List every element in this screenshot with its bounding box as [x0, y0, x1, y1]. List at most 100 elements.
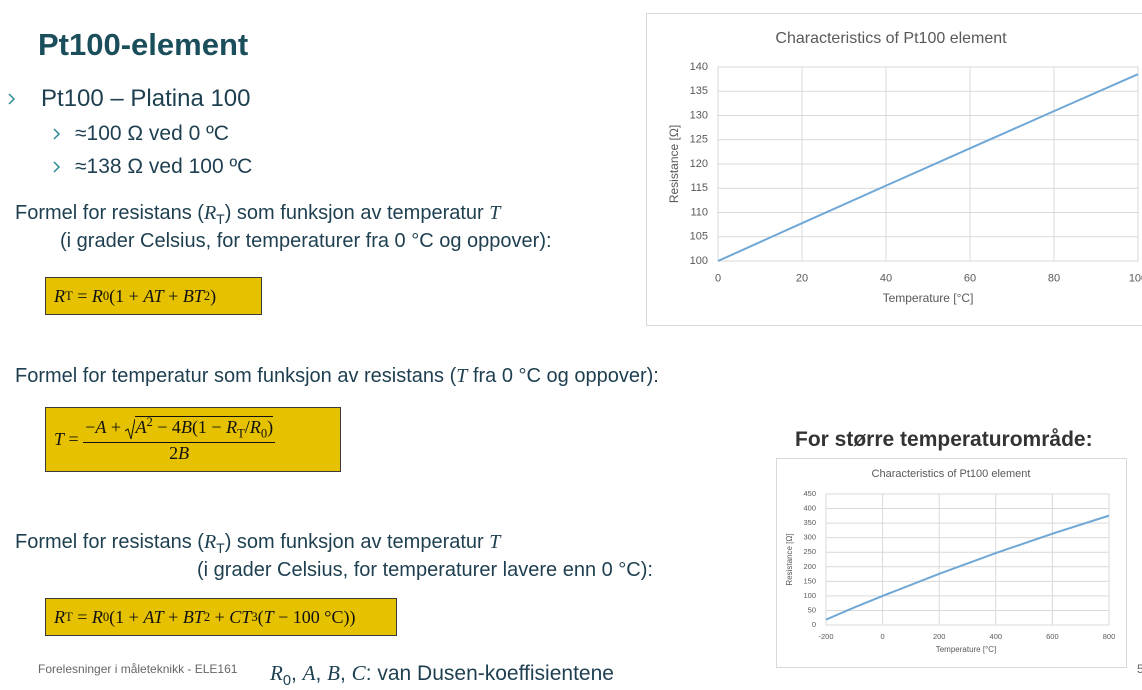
x-tick-label: 100 [1129, 273, 1142, 285]
y-tick-label: 130 [690, 109, 708, 121]
superscript: 2 [146, 415, 153, 430]
y-tick-label: 140 [690, 61, 708, 73]
y-tick-label: 200 [803, 562, 816, 571]
data-line [825, 514, 1110, 621]
x-tick-label: 600 [1046, 632, 1059, 641]
text-run: (1 + [109, 285, 144, 306]
x-tick-label: 0 [715, 273, 721, 285]
page-number: 5 [1137, 662, 1142, 676]
text-run: + [163, 606, 183, 627]
bullet-marker [53, 128, 61, 140]
footer-course: Forelesninger i måleteknikk - ELE161 [38, 662, 238, 676]
x-axis-label: Temperature [°C] [936, 645, 997, 654]
math-symbol: BT [182, 285, 204, 306]
y-tick-label: 50 [808, 605, 816, 614]
bullet-marker [8, 93, 16, 105]
math-symbol: R [54, 606, 65, 627]
text-run: Formel for resistans ( [15, 202, 204, 224]
y-tick-label: 105 [690, 231, 708, 243]
description: (i grader Celsius, for temperaturer lave… [197, 559, 653, 582]
sub-bullet: ≈138 Ω ved 100 ºC [75, 155, 253, 178]
root-sign [125, 418, 136, 440]
y-tick-label: 110 [690, 206, 708, 218]
bullet: Pt100 – Platina 100 [41, 85, 251, 112]
math-symbol: T [489, 531, 501, 553]
text-run: + [106, 417, 126, 438]
footnote: R0, A, B, C: van Dusen-koeffisientene [270, 661, 614, 689]
math-symbol: AT [143, 606, 164, 627]
radicand: A2 − 4B(1 − RT/R0) [135, 415, 274, 441]
text-run: − 4 [152, 417, 181, 438]
chart-frame [776, 458, 1127, 668]
data-line [717, 73, 1139, 262]
math-symbol: R [249, 417, 261, 438]
x-tick-label: 20 [796, 273, 808, 285]
text-run: (i grader Celsius, for temperaturer fra … [60, 230, 552, 252]
y-tick-label: 0 [812, 620, 816, 629]
text-run: Formel for resistans ( [15, 531, 204, 553]
math-symbol: B [180, 417, 192, 438]
y-tick-label: 115 [690, 182, 708, 194]
y-tick-label: 100 [803, 591, 816, 600]
text-run: + [163, 285, 183, 306]
x-tick-label: 0 [881, 632, 885, 641]
x-tick-label: 60 [964, 273, 976, 285]
text-run: (i grader Celsius, for temperaturer lave… [197, 559, 653, 581]
y-tick-label: 120 [690, 158, 708, 170]
text-run: fra 0 °C og oppover): [467, 365, 659, 387]
superscript: 2 [203, 288, 211, 303]
text-run: , [291, 662, 303, 685]
y-tick-label: 300 [803, 533, 816, 542]
text-run: (1 − [191, 417, 227, 438]
y-tick-label: 250 [803, 547, 816, 556]
math-symbol: T [263, 606, 274, 627]
text-run: / [244, 417, 250, 438]
text-run: ) [267, 417, 274, 438]
math-symbol: CT [229, 606, 252, 627]
math-symbol: T [489, 202, 501, 224]
text-run: : van Dusen-koeffisientene [365, 662, 614, 685]
formula-box: T = −A + A2 − 4B(1 − RT/R0) 2B [45, 407, 341, 472]
math-symbol: C [351, 661, 366, 685]
numerator: −A + A2 − 4B(1 − RT/R0) [83, 415, 276, 443]
subscript: 0 [260, 426, 268, 441]
y-tick-label: 125 [690, 134, 708, 146]
denominator: 2B [167, 443, 191, 464]
text-run: − 100 °C)) [273, 606, 356, 627]
math-symbol: A [302, 661, 316, 685]
math-symbol: R [203, 531, 217, 553]
y-tick-label: 400 [803, 504, 816, 513]
superscript: 2 [203, 609, 211, 624]
math-symbol: R [91, 285, 103, 306]
x-tick-label: -200 [818, 632, 833, 641]
chart-frame [646, 13, 1142, 326]
text-run: Formel for temperatur som funksjon av re… [15, 365, 457, 387]
slide-title: Pt100-element [38, 27, 249, 62]
x-tick-label: 800 [1103, 632, 1116, 641]
subscript: T [65, 609, 73, 624]
superscript: 3 [251, 609, 258, 624]
text-run: + [210, 606, 230, 627]
description: (i grader Celsius, for temperaturer fra … [60, 230, 552, 253]
math-symbol: A [95, 417, 107, 438]
text-run: , [315, 662, 328, 685]
text-run: ) som funksjon av temperatur [224, 202, 490, 224]
math-symbol: B [178, 442, 190, 463]
subscript: 0 [102, 288, 110, 303]
math-symbol: R [203, 202, 217, 224]
x-axis-label: Temperature [°C] [883, 291, 974, 305]
text-run: = [64, 429, 84, 449]
square-root: A2 − 4B(1 − RT/R0) [125, 415, 274, 441]
subscript: T [216, 540, 225, 556]
text-run: ) som funksjon av temperatur [224, 531, 490, 553]
x-tick-label: 400 [990, 632, 1003, 641]
chart: 100 105 110 115 120 125 130 135 140 0 20 40 60 80 100 C… [646, 13, 1142, 326]
sub-bullet: ≈100 Ω ved 0 ºC [75, 122, 229, 145]
subscript: 0 [102, 609, 110, 624]
y-tick-label: 450 [803, 489, 816, 498]
subscript: 0 [282, 673, 291, 690]
chart-title: Characteristics of Pt100 element [775, 30, 1007, 47]
subscript: T [65, 288, 73, 303]
bullet-marker [53, 161, 61, 173]
